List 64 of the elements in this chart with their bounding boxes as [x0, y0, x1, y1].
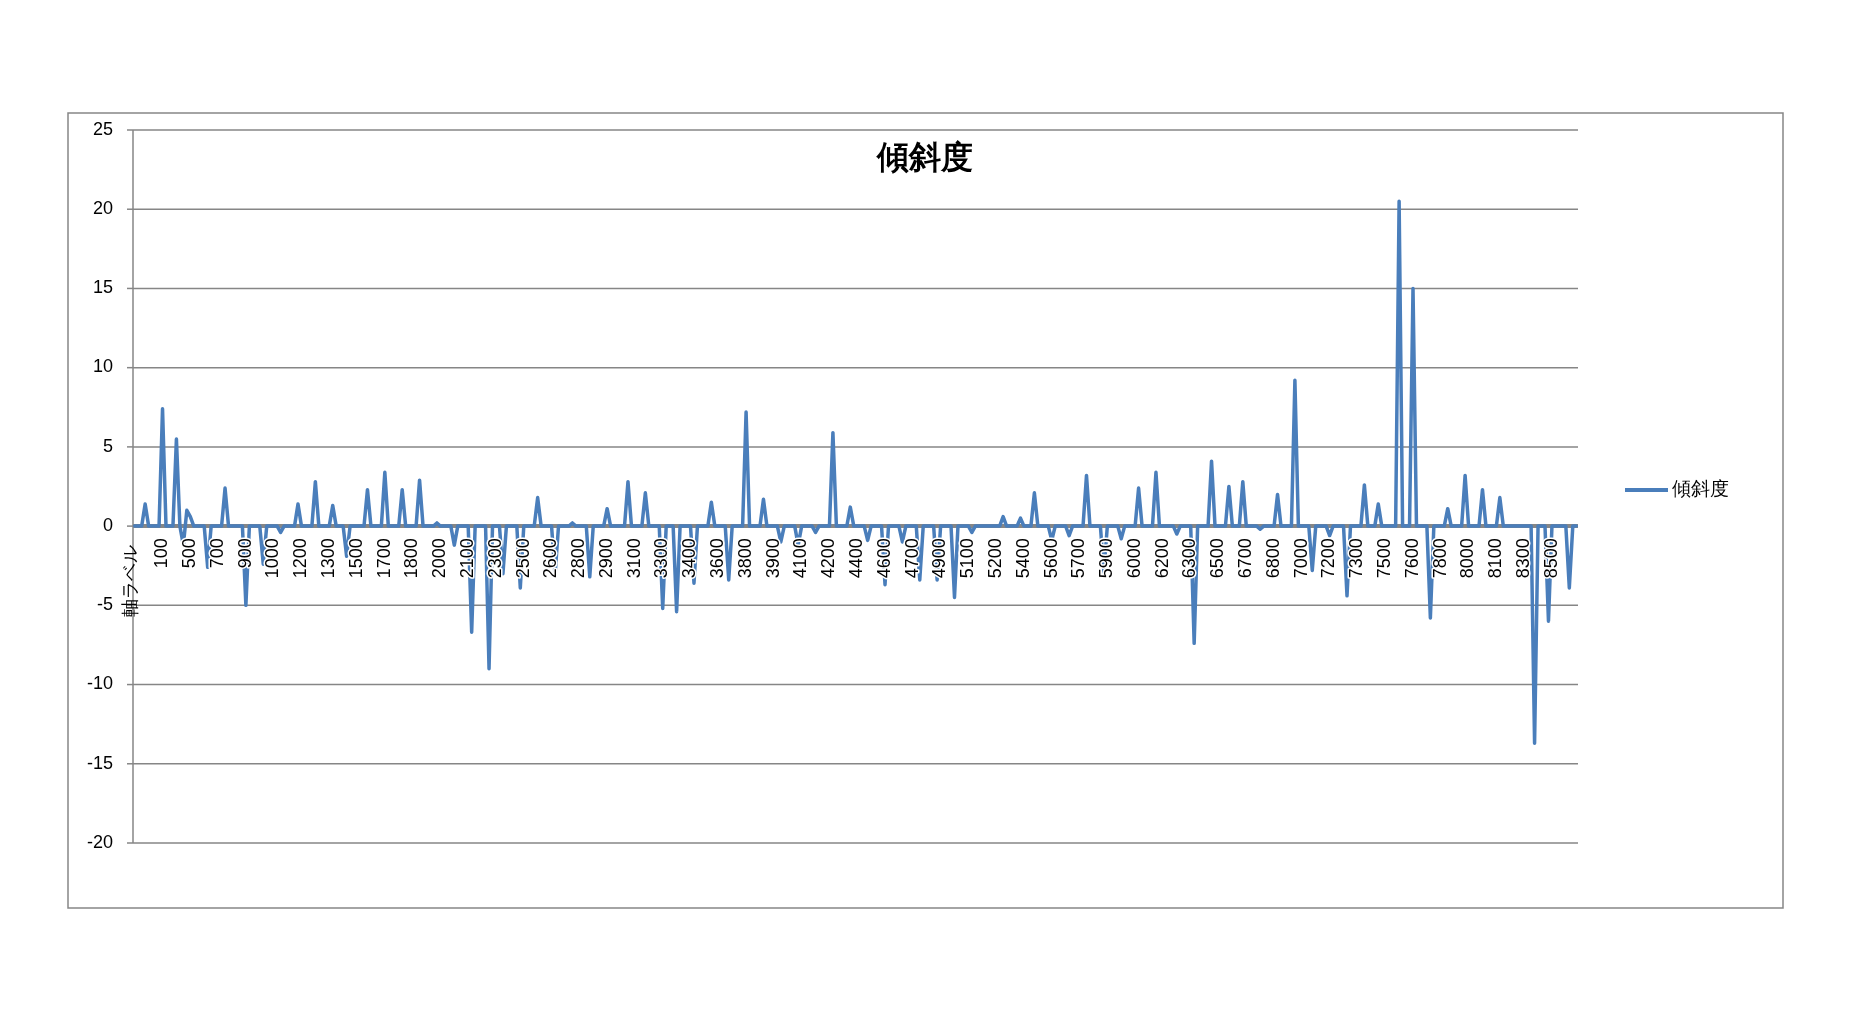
x-tick-label: 8000	[1457, 538, 1478, 579]
y-tick-label: -5	[96, 594, 113, 615]
x-tick-label: 6800	[1262, 538, 1283, 579]
x-tick-label: 5200	[984, 538, 1005, 579]
x-tick-label: 100	[151, 538, 172, 569]
x-tick-label: 7200	[1318, 538, 1339, 579]
x-tick-label: 6200	[1151, 538, 1172, 579]
x-tick-label: 3600	[707, 538, 728, 579]
y-tick-label: -10	[86, 673, 113, 694]
x-tick-label: 3800	[734, 538, 755, 579]
x-tick-label: 8500	[1540, 538, 1561, 579]
x-tick-label: 4100	[790, 538, 811, 579]
x-tick-label: 1800	[401, 538, 422, 579]
x-tick-label: 7000	[1290, 538, 1311, 579]
legend-label: 傾斜度	[1672, 478, 1729, 500]
x-tick-label: 2800	[568, 538, 589, 579]
x-tick-label: 8100	[1485, 538, 1506, 579]
x-tick-label: 7600	[1401, 538, 1422, 579]
y-axis-title: 軸ラベル	[119, 545, 140, 618]
x-tick-label: 2300	[484, 538, 505, 579]
x-tick-label: 6000	[1123, 538, 1144, 579]
x-tick-label: 3300	[651, 538, 672, 579]
x-tick-label: 1200	[290, 538, 311, 579]
x-tick-label: 1700	[373, 538, 394, 579]
x-tick-label: 7300	[1346, 538, 1367, 579]
x-tick-label: 3100	[623, 538, 644, 579]
x-tick-label: 4900	[929, 538, 950, 579]
x-tick-label: 4700	[901, 538, 922, 579]
x-tick-label: 2500	[512, 538, 533, 579]
x-tick-label: 6300	[1179, 538, 1200, 579]
x-tick-label: 2100	[456, 538, 477, 579]
x-tick-label: 500	[179, 538, 200, 569]
y-tick-label: 15	[92, 277, 113, 298]
y-tick-label: -15	[86, 752, 113, 773]
x-tick-label: 5100	[957, 538, 978, 579]
x-tick-label: 5700	[1068, 538, 1089, 579]
x-tick-label: 700	[206, 538, 227, 569]
x-tick-label: 6700	[1235, 538, 1256, 579]
chart-title: 傾斜度	[876, 139, 973, 175]
x-tick-label: 4200	[818, 538, 839, 579]
x-tick-label: 3900	[762, 538, 783, 579]
x-tick-label: 6500	[1207, 538, 1228, 579]
x-tick-label: 900	[234, 538, 255, 569]
y-tick-label: 20	[92, 197, 113, 218]
x-tick-label: 5600	[1040, 538, 1061, 579]
y-tick-label: 0	[102, 514, 113, 535]
y-tick-label: -20	[86, 831, 113, 852]
x-tick-label: 2000	[429, 538, 450, 579]
x-tick-label: 1500	[345, 538, 366, 579]
x-tick-label: 8300	[1512, 538, 1533, 579]
x-tick-label: 5400	[1012, 538, 1033, 579]
x-tick-label: 5900	[1096, 538, 1117, 579]
x-tick-label: 1300	[318, 538, 339, 579]
y-tick-label: 25	[92, 118, 113, 139]
x-tick-label: 7500	[1373, 538, 1394, 579]
x-tick-label: 4400	[845, 538, 866, 579]
x-tick-label: 3400	[679, 538, 700, 579]
y-tick-label: 10	[92, 356, 113, 377]
y-tick-label: 5	[102, 435, 113, 456]
x-tick-label: 2600	[540, 538, 561, 579]
x-tick-label: 4600	[873, 538, 894, 579]
x-tick-label: 1000	[262, 538, 283, 579]
x-tick-label: 2900	[595, 538, 616, 579]
x-tick-label: 7800	[1429, 538, 1450, 579]
